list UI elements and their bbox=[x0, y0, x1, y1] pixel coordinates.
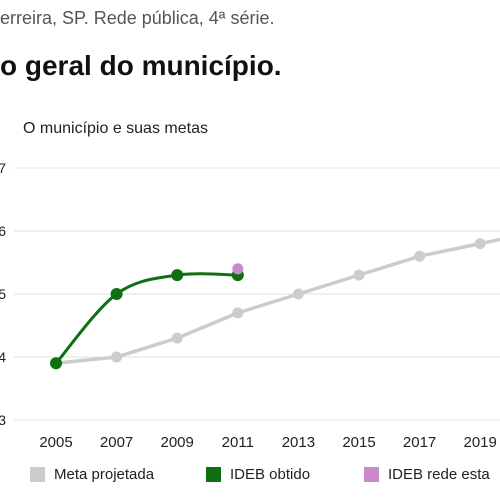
x-tick-label-2017: 2017 bbox=[403, 434, 436, 451]
x-tick-labels: 2005 2007 2009 2011 2013 2015 2017 2019 bbox=[39, 434, 497, 451]
x-tick-label-2013: 2013 bbox=[282, 434, 315, 451]
chart-series bbox=[50, 237, 500, 370]
data-point-meta-projetada-2019[interactable] bbox=[474, 238, 486, 250]
data-point-ideb-obtido-2009[interactable] bbox=[171, 269, 184, 282]
legend-item-ideb-rede-estadual[interactable]: IDEB rede esta bbox=[364, 466, 490, 483]
data-point-meta-projetada-2013[interactable] bbox=[292, 288, 304, 300]
chart-grid bbox=[14, 167, 500, 421]
legend-label-ideb-obtido: IDEB obtido bbox=[230, 466, 311, 483]
legend-swatch-ideb-obtido bbox=[206, 467, 221, 482]
data-point-meta-projetada-2007[interactable] bbox=[111, 351, 123, 363]
data-point-meta-projetada-2011[interactable] bbox=[232, 307, 244, 319]
y-tick-label-6: 6 bbox=[0, 223, 6, 239]
y-tick-label-5: 5 bbox=[0, 286, 6, 302]
legend-swatch-ideb-rede-estadual bbox=[364, 467, 379, 482]
x-tick-label-2007: 2007 bbox=[100, 434, 133, 451]
x-tick-label-2009: 2009 bbox=[161, 434, 194, 451]
page-title: o geral do município. bbox=[0, 50, 282, 81]
x-tick-label-2005: 2005 bbox=[39, 434, 72, 451]
legend-item-meta-projetada[interactable]: Meta projetada bbox=[30, 466, 154, 483]
data-point-ideb-rede-estadual-2011[interactable] bbox=[232, 263, 244, 275]
y-tick-label-4: 4 bbox=[0, 349, 6, 365]
data-point-meta-projetada-2015[interactable] bbox=[353, 269, 365, 281]
y-tick-label-7: 7 bbox=[0, 160, 6, 176]
data-point-meta-projetada-2009[interactable] bbox=[171, 332, 183, 344]
page-subtitle: erreira, SP. Rede pública, 4ª série. bbox=[0, 8, 275, 28]
legend-label-meta-projetada: Meta projetada bbox=[54, 466, 155, 483]
y-tick-label-3: 3 bbox=[0, 412, 6, 428]
data-point-ideb-obtido-2005[interactable] bbox=[50, 357, 62, 370]
legend-label-ideb-rede-estadual: IDEB rede esta bbox=[388, 466, 490, 483]
series-line-meta-projetada bbox=[54, 237, 500, 366]
data-point-ideb-obtido-2007[interactable] bbox=[110, 288, 123, 300]
x-tick-label-2019: 2019 bbox=[464, 434, 497, 451]
y-tick-labels: 7 6 5 4 3 bbox=[0, 160, 6, 428]
x-tick-label-2011: 2011 bbox=[222, 434, 254, 451]
x-tick-label-2015: 2015 bbox=[342, 434, 375, 451]
series-line-ideb-obtido bbox=[54, 272, 240, 365]
legend-item-ideb-obtido[interactable]: IDEB obtido bbox=[206, 466, 310, 483]
data-point-meta-projetada-2017[interactable] bbox=[414, 250, 426, 262]
chart-title: O município e suas metas bbox=[23, 120, 208, 137]
legend-swatch-meta-projetada bbox=[30, 467, 45, 482]
